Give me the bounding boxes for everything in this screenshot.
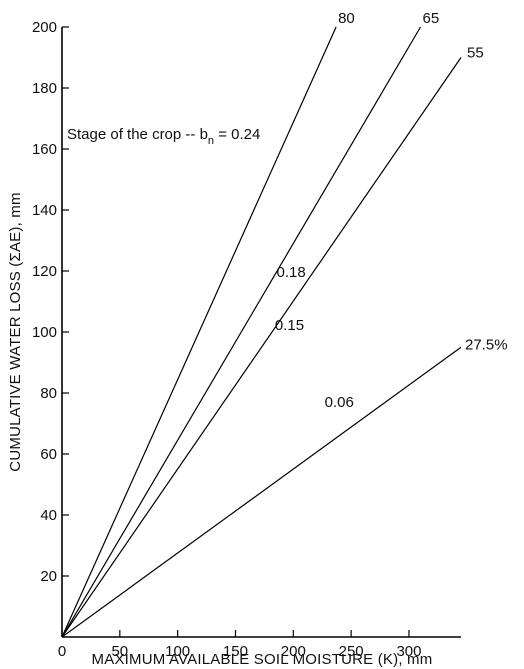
y-tick-label: 60 [40, 446, 57, 463]
series-line-1 [61, 26, 337, 638]
x-tick-label: 300 [396, 643, 421, 660]
x-tick-label: 150 [223, 643, 248, 660]
series-slope-label: 0.15 [275, 317, 304, 334]
y-tick-label: 80 [40, 385, 57, 402]
y-tick-label: 160 [32, 141, 57, 158]
series-line-2 [61, 26, 422, 638]
series-labels: 80 65 0.18 55 0.15 27.5% 0.06 [275, 10, 508, 411]
series-end-label: 65 [423, 10, 440, 27]
y-tick-label: 120 [32, 263, 57, 280]
x-tick-label: 0 [58, 643, 66, 660]
x-axis-title: MAXIMUM AVAILABLE SOIL MOISTURE (K), mm [92, 651, 433, 668]
series-end-label: 27.5% [465, 336, 508, 353]
y-tick-label: 100 [32, 324, 57, 341]
y-tick-label: 180 [32, 80, 57, 97]
stage-annotation-subscript: n [208, 135, 214, 147]
series-end-label: 80 [338, 10, 355, 27]
series-line-3 [61, 57, 462, 638]
series-end-label: 55 [467, 45, 484, 62]
series-slope-label: 0.18 [277, 264, 306, 281]
series-slope-label: 0.06 [325, 394, 354, 411]
ticks: 0 50 100 150 200 250 300 20 40 60 80 100 120 140 160 18… [32, 19, 422, 660]
stage-annotation: Stage of the crop -- bn = 0.24 [67, 126, 260, 147]
y-axis-title: CUMULATIVE WATER LOSS (ΣAE), mm [7, 192, 24, 471]
y-tick-label: 20 [40, 568, 57, 585]
stage-annotation-prefix: Stage of the crop -- b [67, 126, 208, 143]
x-tick-label: 50 [111, 643, 128, 660]
x-tick-label: 100 [165, 643, 190, 660]
x-tick-label: 200 [281, 643, 306, 660]
series-lines [61, 26, 462, 638]
y-tick-label: 200 [32, 19, 57, 36]
y-tick-label: 40 [40, 507, 57, 524]
series-line-4 [61, 346, 462, 638]
y-tick-label: 140 [32, 202, 57, 219]
x-tick-label: 250 [339, 643, 364, 660]
axes [61, 27, 461, 638]
stage-annotation-suffix: = 0.24 [214, 126, 260, 143]
